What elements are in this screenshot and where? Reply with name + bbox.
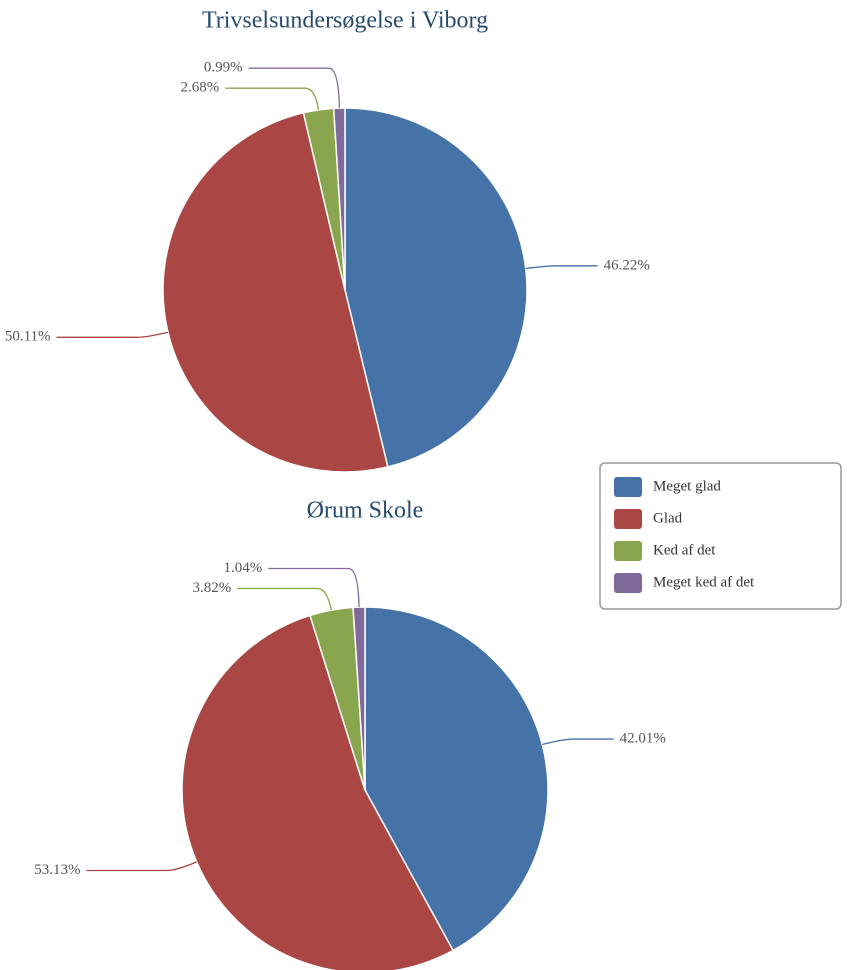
- pie-slice: [162, 111, 389, 473]
- data-label: 42.01%: [620, 731, 666, 747]
- leader-line: [237, 587, 332, 611]
- legend-label: Meget glad: [653, 478, 721, 494]
- data-label: 46.22%: [604, 257, 650, 273]
- data-label: 50.11%: [5, 329, 51, 345]
- legend-box: [599, 462, 842, 610]
- legend-label: Glad: [653, 510, 683, 526]
- legend: Meget glad Glad Ked af det Meget ked af det: [599, 462, 842, 610]
- data-label: 1.04%: [224, 560, 263, 576]
- leader-line: [248, 67, 340, 109]
- legend-label: Meget ked af det: [653, 574, 755, 590]
- leader-line: [86, 861, 197, 872]
- legend-swatch: [614, 541, 642, 561]
- data-label: 0.99%: [204, 60, 243, 76]
- pie-slice: [181, 614, 455, 970]
- leader-line: [56, 331, 169, 338]
- chart-title: Trivselsundersøgelse i Viborg: [202, 8, 488, 34]
- legend-swatch: [614, 477, 642, 497]
- leader-line: [268, 567, 360, 608]
- leader-line: [525, 265, 598, 270]
- data-label: 2.68%: [180, 80, 219, 96]
- data-label: 3.82%: [192, 580, 231, 596]
- leader-line: [225, 87, 320, 111]
- legend-swatch: [614, 573, 642, 593]
- data-label: 53.13%: [34, 862, 80, 878]
- pie-slice: [364, 606, 549, 952]
- leader-line: [542, 738, 614, 746]
- chart-title: Ørum Skole: [307, 498, 424, 524]
- legend-label: Ked af det: [653, 542, 716, 558]
- pie-slice: [352, 606, 366, 791]
- legend-swatch: [614, 509, 642, 529]
